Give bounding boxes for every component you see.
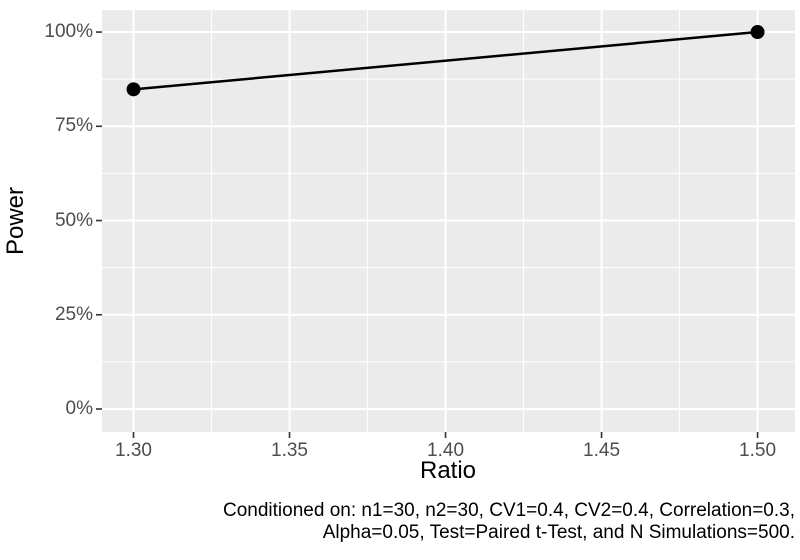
y-axis-tick-label: 50% — [54, 209, 93, 231]
x-axis-tick-label: 1.40 — [427, 440, 465, 461]
data-point — [126, 82, 141, 97]
y-axis-tick-label: 100% — [44, 21, 93, 43]
x-axis-tick-label: 1.45 — [583, 440, 621, 461]
data-line — [133, 30, 758, 91]
x-axis-title: Ratio — [419, 457, 477, 484]
x-axis-tick-label: 1.35 — [271, 440, 308, 461]
data-point — [750, 25, 765, 40]
caption-line-2: Alpha=0.05, Test=Paired t-Test, and N Si… — [322, 522, 795, 543]
caption-line-1: Conditioned on: n1=30, n2=30, CV1=0.4, C… — [223, 500, 795, 521]
plot-caption: Conditioned on: n1=30, n2=30, CV1=0.4, C… — [223, 500, 795, 544]
y-axis-tick-label: 75% — [54, 115, 93, 137]
y-axis-tick-label: 0% — [65, 398, 93, 419]
x-axis-tick-label: 1.50 — [739, 440, 777, 461]
y-axis-tick-label: 25% — [54, 303, 93, 325]
y-axis-title: Power — [2, 186, 29, 256]
x-axis-tick-label: 1.30 — [115, 440, 152, 461]
